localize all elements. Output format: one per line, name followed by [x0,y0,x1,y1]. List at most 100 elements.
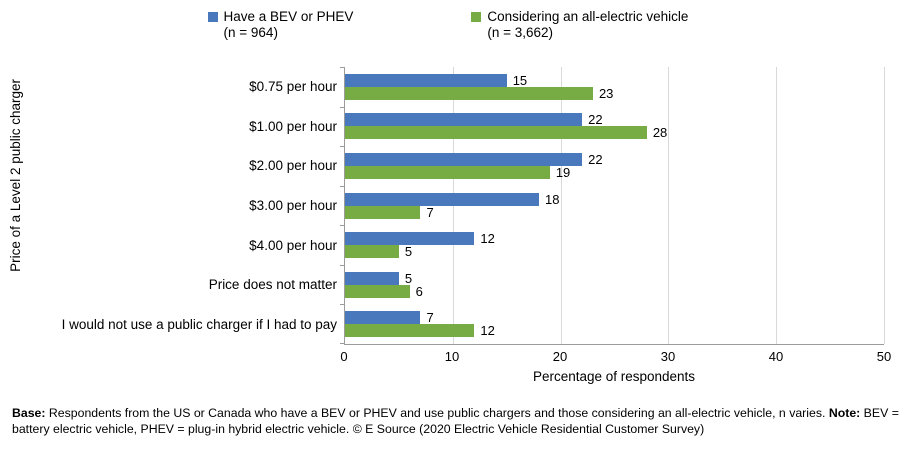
y-axis-title: Price of a Level 2 public charger [7,79,23,272]
x-axis-ticks: 0 10 20 30 40 50 [340,345,891,364]
bar [345,205,421,219]
bar-line: 5 [345,244,884,260]
bar-value-label: 5 [404,244,413,260]
bar-value-label: 15 [512,72,528,88]
y-axis-tick [340,225,345,227]
bar-group: 15 23 [345,67,884,107]
bar [345,73,507,87]
x-axis-tick-label: 0 [340,349,348,364]
x-axis-tick-label: 40 [768,349,784,364]
bar-line: 7 [345,204,884,220]
y-axis-tick [340,264,345,266]
x-axis-tick-label: 30 [660,349,676,364]
footnote-note-label: Note: [828,406,861,420]
category-label: Price does not matter [208,277,337,293]
bar-value-label: 6 [415,283,423,299]
bar-value-label: 7 [426,310,434,326]
bar [345,165,550,179]
bar-value-label: 28 [652,125,668,141]
footnote-note-text: BEV = battery electric vehicle, PHEV = p… [12,406,899,436]
gridline [884,67,885,344]
footnote-base-text: Respondents from the US or Canada who ha… [45,406,829,420]
gridline [776,67,778,344]
bar-group: 22 19 [345,146,884,186]
bar-value-label: 7 [426,204,434,220]
y-axis-title-cell: Price of a Level 2 public charger [0,67,30,344]
bar-value-label: 5 [404,270,413,286]
category-labels: $0.75 per hour $1.00 per hour $2.00 per ho… [30,67,344,344]
bar-line: 22 [345,112,884,128]
legend-label: Have a BEV or PHEV (n = 964) [224,9,354,41]
bar-line: 12 [345,323,884,339]
legend: Have a BEV or PHEV (n = 964) Considering a… [0,0,916,41]
bar-line: 19 [345,164,884,180]
footnote-base-label: Base: [12,406,46,420]
bar [345,126,647,140]
category-label: $2.00 per hour [249,158,337,174]
bar [345,271,399,285]
legend-label: Considering an all-electric vehicle (n = … [487,9,688,41]
gridline [560,67,562,344]
bar-group: 7 12 [345,304,884,344]
legend-swatch [207,12,218,22]
legend-item: Have a BEV or PHEV (n = 964) [207,9,354,41]
bar [345,113,583,127]
bar [345,152,583,166]
bar-line: 5 [345,270,884,286]
x-axis-tick-label: 10 [444,349,460,364]
bar [345,311,421,325]
bar-groups: 15 23 22 28 22 19 18 7 12 5 5 6 7 12 [345,67,884,344]
bar-value-label: 12 [480,323,495,339]
footnote: Base: Respondents from the US or Canada … [12,406,904,437]
bar [345,245,399,259]
bar [345,232,475,246]
x-axis-tick-label: 50 [876,349,892,364]
bar-value-label: 19 [555,164,571,180]
category-label: $4.00 per hour [249,237,337,253]
bar-group: 18 7 [345,186,884,226]
category-label: $1.00 per hour [249,118,337,134]
category-label: I would not use a public charger if I ha… [61,316,337,332]
chart-area: Price of a Level 2 public charger $0.75 … [0,67,916,384]
right-margin [884,67,916,384]
bar-line: 22 [345,151,884,167]
bar-value-label: 18 [545,191,560,207]
bar-group: 22 28 [345,107,884,147]
bar [345,192,540,206]
bar-value-label: 23 [598,85,614,101]
bar-group: 12 5 [345,225,884,265]
plot-column: 15 23 22 28 22 19 18 7 12 5 5 6 7 12 0 10 20 30 40 50 Perc… [340,67,891,384]
bar-line: 15 [345,72,884,88]
y-axis-tick [340,304,345,306]
x-axis-tick-label: 20 [552,349,568,364]
bar-line: 28 [345,125,884,141]
y-axis-tick [340,343,345,344]
y-axis-tick [340,146,345,148]
bar [345,284,410,298]
bar [345,324,475,338]
bar-line: 7 [345,310,884,326]
legend-label-line1: Considering an all-electric vehicle [487,9,689,24]
bar-line: 6 [345,283,884,299]
bar-value-label: 22 [588,151,603,167]
bar-value-label: 12 [480,231,495,247]
bar [345,86,593,100]
legend-label-line2: (n = 3,662) [487,25,554,40]
legend-label-line2: (n = 964) [223,25,278,40]
category-label: $0.75 per hour [249,79,337,95]
y-axis-tick [340,67,345,68]
plot-area: 15 23 22 28 22 19 18 7 12 5 5 6 7 12 [340,67,885,345]
bar-line: 18 [345,191,884,207]
bar-line: 23 [345,85,884,101]
gridline [668,67,670,344]
y-axis-tick [340,106,345,108]
legend-item: Considering an all-electric vehicle (n = … [471,9,688,41]
category-label: $3.00 per hour [249,198,337,214]
bar-value-label: 22 [588,112,603,128]
y-axis-tick [340,185,345,187]
legend-label-line1: Have a BEV or PHEV [223,9,354,24]
bar-line: 12 [345,231,884,247]
x-axis-title: Percentage of respondents [532,369,696,384]
